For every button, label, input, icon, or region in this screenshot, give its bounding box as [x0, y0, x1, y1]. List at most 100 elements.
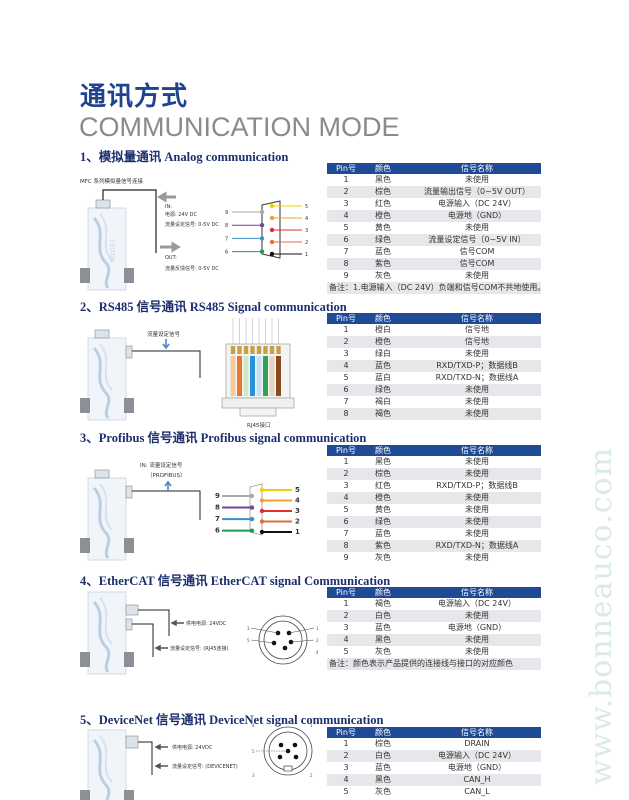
signal-cell: 未使用	[465, 409, 489, 418]
pin-number: 3	[305, 228, 308, 234]
in-setpoint-label: IN: 流量设定信号	[140, 461, 183, 469]
color-cell: 黑色	[375, 635, 391, 644]
wire	[269, 356, 275, 396]
color-cell: 绿白	[375, 349, 391, 358]
color-cell: 棕色	[375, 187, 391, 196]
pin-dot	[249, 493, 255, 499]
signal-cell: 未使用	[465, 385, 489, 394]
color-cell: 褐色	[375, 599, 391, 608]
pin-table-profibus: Pin号 颜色 信号名称 1 黑色 未使用 2 棕色 未使用 3 红色 RXD/TXD-P；数据线B 4…	[327, 445, 541, 564]
setpoint-label: 流量设定信号: (DEVICENET)	[172, 763, 238, 770]
pin-number: 1	[295, 528, 300, 536]
signal-cell: CAN_H	[463, 775, 491, 784]
signal-cell: RXD/TXD-N；数据线A	[435, 541, 519, 550]
color-cell: 紫色	[375, 541, 391, 550]
mfc-device-image	[78, 206, 136, 292]
color-cell: 白色	[375, 611, 391, 620]
pin-number: 7	[215, 515, 220, 523]
color-cell: 紫色	[375, 259, 391, 268]
pin-dot	[269, 227, 275, 233]
pin-number: 4	[295, 497, 300, 505]
table-row: 2 棕色 未使用	[327, 468, 541, 480]
pin-number: 6	[215, 527, 220, 535]
pin-number: 8	[215, 504, 220, 512]
rs485-cable	[132, 350, 201, 378]
pin-table-rs485: Pin号 颜色 信号名称 1 橙白 信号地 2 橙色 信号地 3 绿白 未使用 4 蓝色 RXD/TXD-P…	[327, 313, 541, 420]
pin-number: 2	[295, 518, 300, 526]
signal-cell: 信号COM	[459, 247, 495, 256]
pin-cell: 1	[343, 457, 349, 466]
pin-cell: 2	[343, 751, 349, 760]
table-row: 2 白色 未使用	[327, 610, 541, 622]
signal-cell: 未使用	[465, 349, 489, 358]
signal-cell: 未使用	[465, 635, 489, 644]
pin-cell: 3	[343, 349, 349, 358]
color-cell: 棕色	[375, 469, 391, 478]
table-row: 7 蓝色 未使用	[327, 528, 541, 540]
setpoint-label: 流量设定信号: (RJ45连接)	[170, 645, 229, 652]
pin-dot	[259, 519, 265, 524]
analog-diagram: MFC 系列模拟量信号连接 FELTON IN: 电源: 24V DC 流量设定…	[78, 177, 308, 292]
table-note: 备注：颜色表示产品提供的连接线与接口的对应颜色	[327, 658, 541, 670]
signal-cell: 未使用	[465, 397, 489, 406]
table-note: 备注：1.电源输入（DC 24V）负端和信号COM不共地使用。	[327, 282, 546, 294]
pin-number: 2	[305, 240, 308, 246]
pin-cell: 3	[343, 199, 349, 208]
table-row: 5 蓝白 RXD/TXD-N；数据线A	[327, 372, 541, 384]
power-port	[125, 604, 139, 616]
table-row: 6 绿色 流量设定信号（0~5V IN）	[327, 234, 541, 246]
pin-table-analog: Pin号 颜色 信号名称 1 黑色 未使用 2 棕色 流量输出信号（0~5V OUT） 3 红色 电源…	[327, 163, 546, 294]
pin-dot	[292, 742, 298, 748]
db9-connector-analog: 9 8 7 6 5 4 3 2 1	[225, 203, 308, 258]
table-row: 6 绿色 未使用	[327, 516, 541, 528]
table-row: 4 橙色 电源地（GND）	[327, 210, 541, 222]
section-heading-ethercat: 4、EtherCAT 信号通讯 EtherCAT signal Communic…	[80, 574, 391, 588]
pin-number: 9	[215, 492, 220, 500]
color-cell: 绿色	[375, 385, 391, 394]
signal-cell: RXD/TXD-P；数据线B	[436, 361, 518, 370]
pin-number: 3	[295, 507, 300, 515]
rj45-connector-image	[221, 318, 295, 417]
pin-cell: 2	[343, 611, 349, 620]
color-cell: 绿色	[375, 235, 391, 244]
wire	[237, 356, 242, 396]
pin-cell: 2	[343, 469, 349, 478]
signal-cell: 未使用	[465, 457, 489, 466]
pin-dot	[293, 754, 299, 760]
table-row: 2 橙色 信号地	[327, 336, 541, 348]
power-label: 供电电源: 24VDC	[172, 744, 213, 751]
gold-contact	[269, 346, 275, 354]
key-notch	[283, 765, 293, 772]
profibus-port	[125, 485, 133, 499]
header-pin: Pin号	[336, 588, 356, 597]
analog-cable	[102, 189, 157, 253]
table-row: 1 棕色 DRAIN	[327, 738, 541, 750]
devicenet-port	[125, 735, 139, 749]
color-cell: 灰色	[375, 647, 391, 656]
table-row: 3 蓝色 电源地（GND）	[327, 762, 541, 774]
header-color: 颜色	[375, 446, 391, 455]
pin-number: 4	[316, 650, 319, 655]
m12-connector-ethercat: 1 2 3 4 5	[247, 615, 319, 665]
pin-number: 5	[295, 486, 300, 494]
profibus-cable	[132, 490, 201, 520]
table-row: 5 灰色 未使用	[327, 646, 541, 658]
pin-number: 2	[316, 638, 319, 643]
header-color: 颜色	[375, 314, 391, 323]
color-cell: 蓝色	[375, 247, 391, 256]
table-row: 3 红色 电源输入（DC 24V）	[327, 198, 541, 210]
signal-cell: 流量输出信号（0~5V OUT）	[424, 187, 530, 196]
table-row: 5 灰色 CAN_L	[327, 786, 541, 798]
pin-cell: 6	[343, 517, 349, 526]
section-heading-rs485: 2、RS485 信号通讯 RS485 Signal communication	[80, 300, 347, 314]
table-row: 4 黑色 未使用	[327, 634, 541, 646]
header-pin: Pin号	[336, 728, 356, 737]
in-power-label: 电源: 24V DC	[165, 211, 197, 218]
db9-connector-profibus: 9 8 7 6 5 4 3 2 1	[215, 486, 300, 536]
table-header: Pin号 颜色 信号名称	[327, 445, 541, 456]
device-brand: FELTON	[108, 240, 115, 263]
pin-number: 9	[225, 210, 228, 216]
mfc-device-image	[78, 590, 136, 676]
signal-cell: 未使用	[465, 223, 489, 232]
pin-cell: 7	[343, 397, 349, 406]
